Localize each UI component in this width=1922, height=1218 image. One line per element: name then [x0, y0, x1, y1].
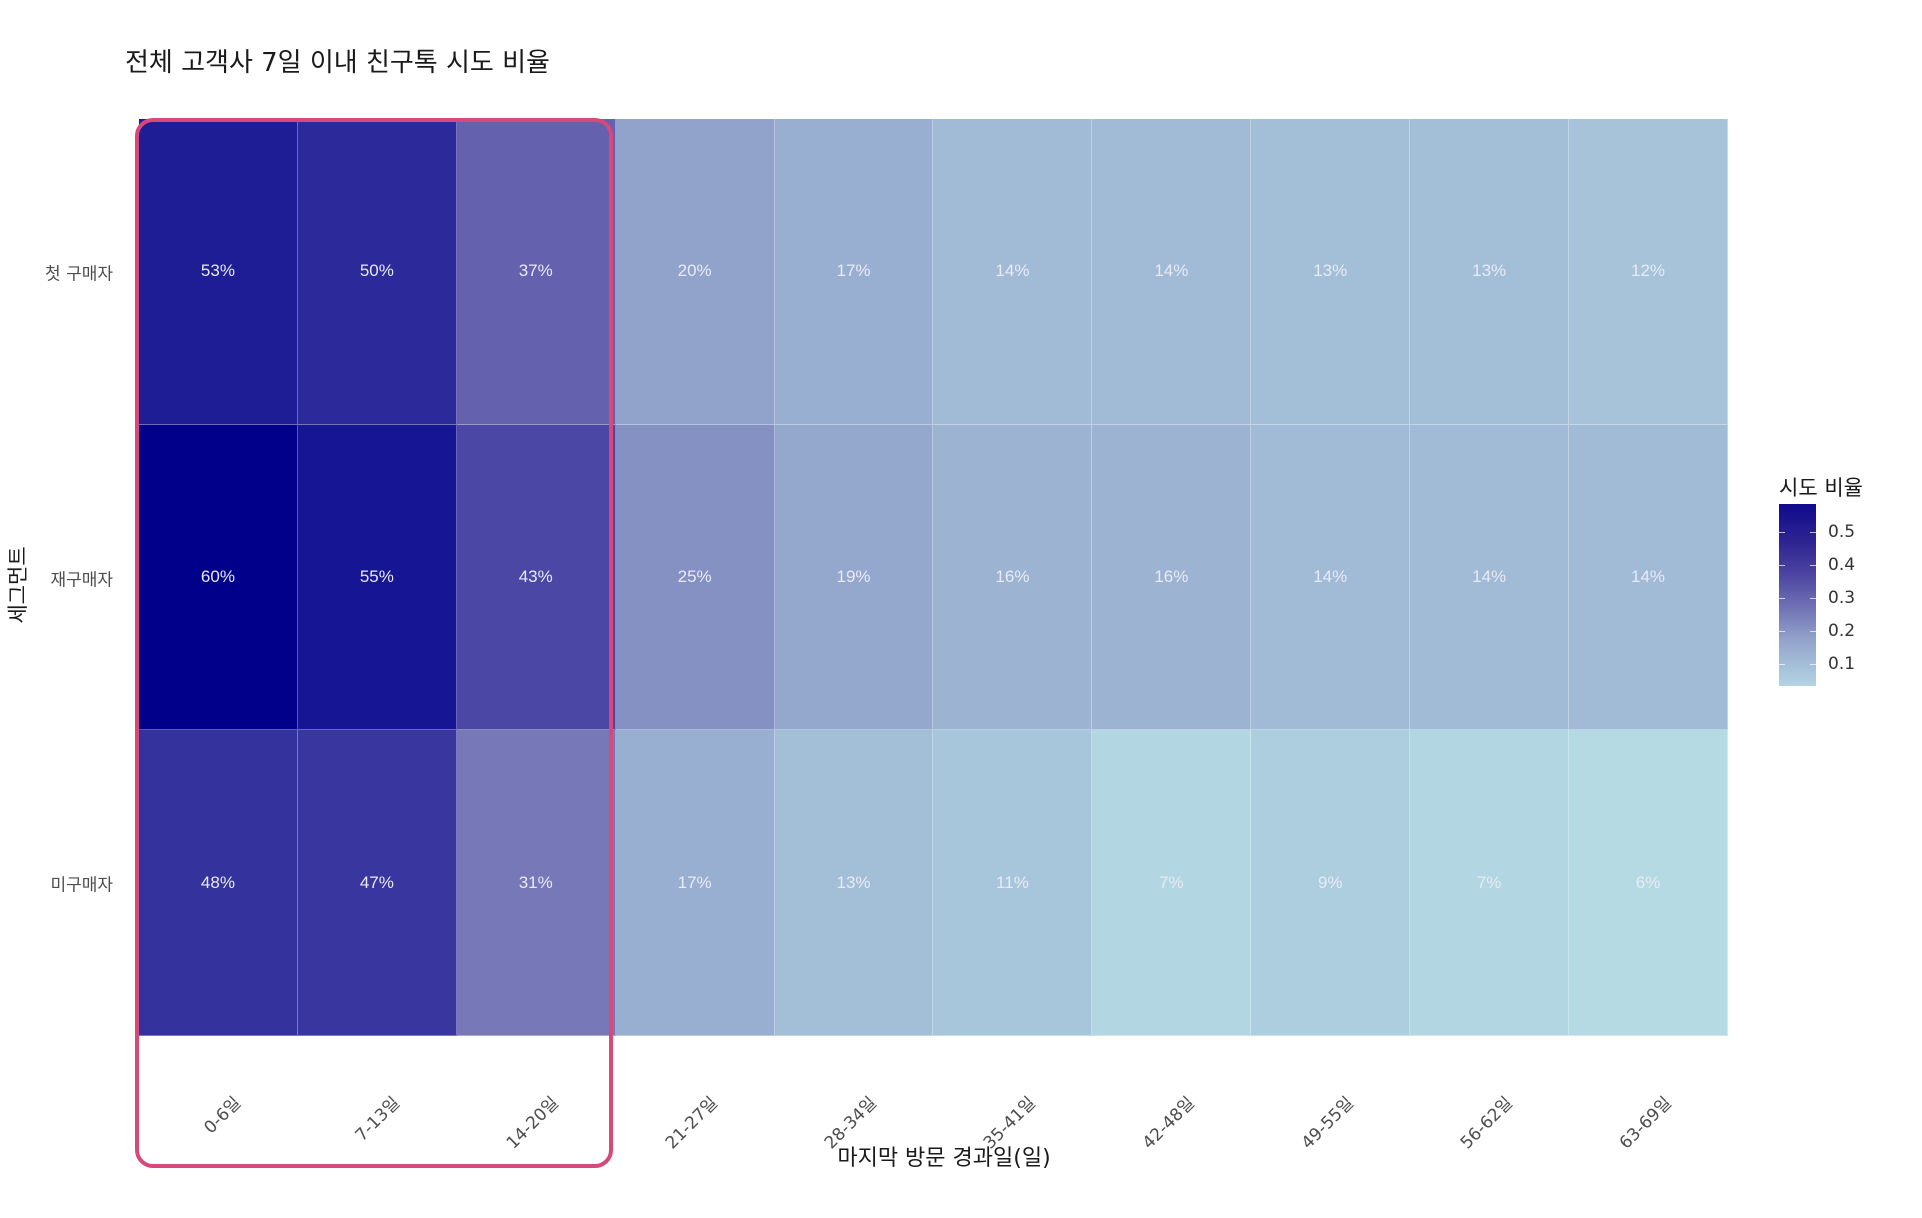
- heatmap-cell: 14%: [1092, 119, 1252, 425]
- cell-value-label: 14%: [1313, 566, 1348, 586]
- cell-value-label: 43%: [518, 566, 553, 586]
- legend-tick: [1779, 598, 1816, 600]
- x-axis-label: 14-20일: [502, 1093, 564, 1154]
- x-axis-label: 49-55일: [1297, 1093, 1358, 1154]
- cell-value-label: 6%: [1635, 872, 1661, 892]
- cell-value-label: 25%: [677, 566, 712, 586]
- x-axis-label: 63-69일: [1615, 1093, 1676, 1154]
- heatmap-plot: 53% 50% 37% 20% 17% 14% 14% 13% 13% 12% 60% 55% 43% 2…: [139, 119, 1728, 1036]
- heatmap-cell: 16%: [933, 424, 1093, 731]
- legend-tick-label: 0.1: [1828, 654, 1856, 675]
- heatmap-cell: 13%: [1251, 119, 1411, 425]
- cell-value-label: 50%: [359, 261, 394, 281]
- x-axis-label: 42-48일: [1138, 1093, 1199, 1154]
- heatmap-cell: 37%: [456, 119, 616, 425]
- cell-value-label: 60%: [200, 566, 235, 586]
- cell-value-label: 47%: [359, 872, 394, 892]
- legend-tick: [1779, 664, 1816, 666]
- cell-value-label: 11%: [996, 872, 1029, 892]
- cell-value-label: 17%: [836, 261, 871, 281]
- heatmap-cell: 43%: [456, 424, 616, 731]
- heatmap-cell: 11%: [933, 730, 1093, 1036]
- legend-title: 시도 비율: [1779, 476, 1863, 500]
- y-axis-label: 미구매자: [50, 875, 113, 896]
- y-axis-label: 재구매자: [50, 570, 113, 590]
- heatmap-cell: 13%: [774, 730, 934, 1036]
- cell-value-label: 17%: [677, 872, 712, 892]
- legend-tick-label: 0.4: [1828, 555, 1856, 576]
- heatmap-cell: 14%: [1569, 424, 1728, 731]
- heatmap-cell: 47%: [297, 730, 457, 1036]
- cell-value-label: 31%: [518, 872, 553, 892]
- x-axis-label: 7-13일: [351, 1093, 405, 1146]
- cell-value-label: 13%: [1472, 261, 1507, 281]
- heatmap-cell: 48%: [139, 730, 298, 1036]
- heatmap-cell: 13%: [1410, 119, 1570, 425]
- heatmap-cell: 14%: [1251, 424, 1411, 731]
- cell-value-label: 20%: [677, 261, 712, 281]
- legend-colorbar: [1779, 504, 1816, 686]
- heatmap-cell: 17%: [774, 119, 934, 425]
- cell-value-label: 13%: [836, 872, 871, 892]
- heatmap-cell: 50%: [297, 119, 457, 425]
- heatmap-cell: 7%: [1410, 730, 1570, 1036]
- heatmap-cell: 16%: [1092, 424, 1252, 731]
- cell-value-label: 16%: [995, 566, 1030, 586]
- x-axis-title: 마지막 방문 경과일(일): [837, 1146, 1051, 1171]
- heatmap-cell: 14%: [933, 119, 1093, 425]
- heatmap-cell: 12%: [1569, 119, 1728, 425]
- cell-value-label: 7%: [1476, 872, 1502, 892]
- legend-tick: [1779, 631, 1816, 633]
- x-axis-label: 21-27일: [661, 1093, 722, 1154]
- cell-value-label: 53%: [200, 261, 235, 281]
- cell-value-label: 48%: [200, 872, 235, 892]
- legend-tick: [1779, 532, 1816, 534]
- cell-value-label: 14%: [1631, 566, 1666, 586]
- heatmap-cell: 9%: [1251, 730, 1411, 1036]
- cell-value-label: 14%: [995, 261, 1030, 281]
- heatmap-cell: 17%: [615, 730, 775, 1036]
- cell-value-label: 19%: [836, 566, 871, 586]
- x-axis-label: 0-6일: [200, 1093, 246, 1139]
- y-axis-label: 첫 구매자: [45, 264, 113, 285]
- heatmap-cell: 20%: [615, 119, 775, 425]
- heatmap-cell: 31%: [456, 730, 616, 1036]
- cell-value-label: 14%: [1472, 566, 1507, 586]
- cell-value-label: 13%: [1313, 261, 1348, 281]
- heatmap-cell: 25%: [615, 424, 775, 731]
- cell-value-label: 55%: [359, 566, 394, 586]
- cell-value-label: 16%: [1154, 566, 1189, 586]
- legend-tick: [1779, 565, 1816, 567]
- cell-value-label: 7%: [1159, 872, 1184, 892]
- cell-value-label: 37%: [518, 261, 553, 281]
- heatmap-cell: 55%: [297, 424, 457, 731]
- cell-value-label: 12%: [1631, 261, 1666, 281]
- legend-tick-label: 0.2: [1828, 621, 1856, 642]
- heatmap-cell: 14%: [1410, 424, 1570, 731]
- x-axis-label: 56-62일: [1456, 1093, 1517, 1154]
- legend-tick-label: 0.3: [1828, 588, 1856, 609]
- heatmap-cell: 6%: [1569, 730, 1728, 1036]
- chart-title: 전체 고객사 7일 이내 친구톡 시도 비율: [125, 48, 550, 78]
- heatmap-cell: 19%: [774, 424, 934, 731]
- heatmap-cell: 53%: [139, 119, 298, 425]
- heatmap-cell: 60%: [139, 424, 298, 731]
- legend-tick-label: 0.5: [1828, 522, 1856, 543]
- cell-value-label: 14%: [1154, 261, 1189, 281]
- cell-value-label: 9%: [1317, 872, 1343, 892]
- y-axis-title: 세그먼트: [6, 546, 30, 624]
- heatmap-cell: 7%: [1092, 730, 1252, 1036]
